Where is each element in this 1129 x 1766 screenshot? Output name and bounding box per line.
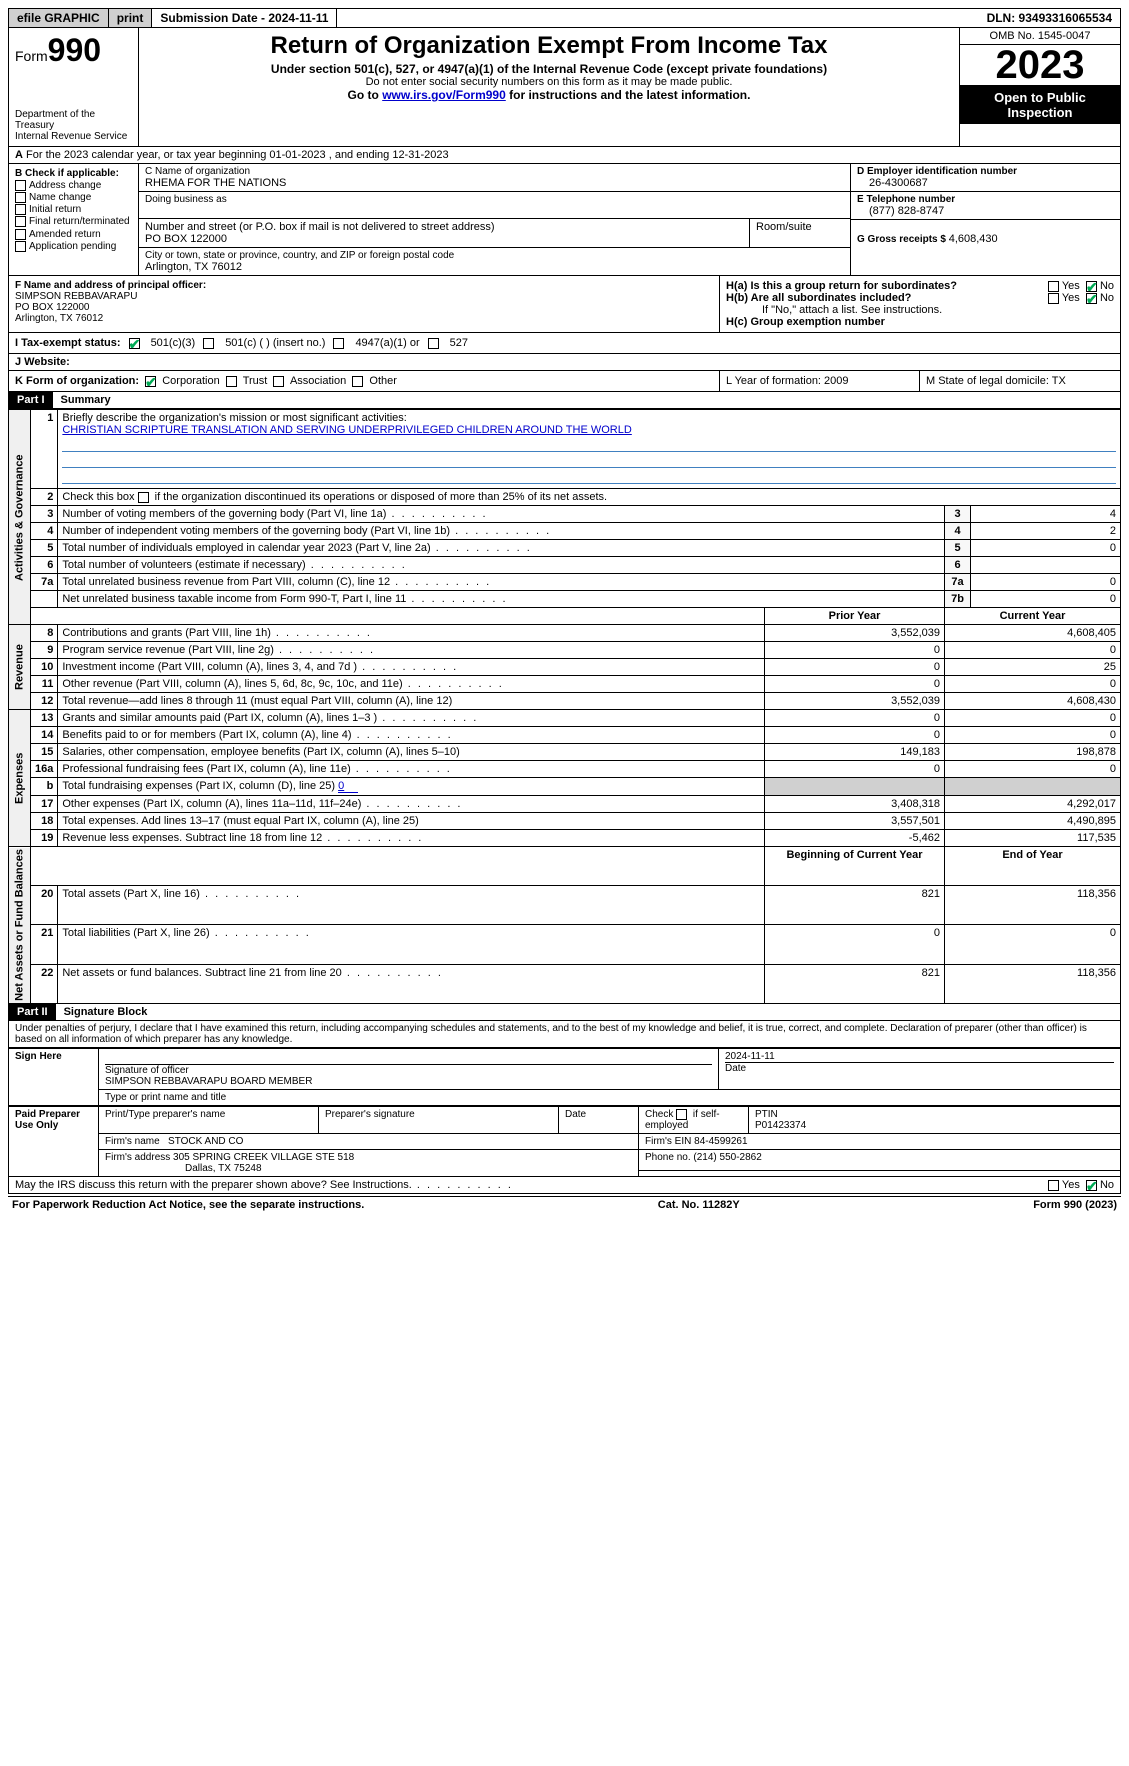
line-a: A For the 2023 calendar year, or tax yea… [8,147,1121,164]
tax-exempt-status: I Tax-exempt status: 501(c)(3) 501(c) ( … [8,333,1121,354]
vlabel-governance: Activities & Governance [9,410,31,625]
table-row: bTotal fundraising expenses (Part IX, co… [9,778,1121,796]
part2-hdr: Part II [9,1004,56,1020]
org-street: PO BOX 122000 [145,233,227,245]
part1-hdr: Part I [9,392,53,408]
form-prefix: Form [15,48,48,64]
dept-treasury: Department of the Treasury [15,109,132,131]
table-row: 14Benefits paid to or for members (Part … [9,727,1121,744]
tax-year: 2023 [960,45,1120,86]
goto-pre: Go to [348,88,383,102]
ein: 26-4300687 [857,177,928,189]
table-row: 9Program service revenue (Part VIII, lin… [9,642,1121,659]
form-header: Form990 Department of the Treasury Inter… [8,28,1121,147]
table-row: 22Net assets or fund balances. Subtract … [9,964,1121,1003]
vlabel-revenue: Revenue [9,625,31,710]
part2-title: Signature Block [56,1004,156,1020]
subtitle-1: Under section 501(c), 527, or 4947(a)(1)… [145,62,953,76]
website-row: J Website: [8,354,1121,371]
table-row: 16aProfessional fundraising fees (Part I… [9,761,1121,778]
irs-link[interactable]: www.irs.gov/Form990 [382,88,506,102]
print-button[interactable]: print [109,9,153,27]
vlabel-netassets: Net Assets or Fund Balances [9,847,31,1004]
firm-address: 305 SPRING CREEK VILLAGE STE 518 [173,1152,354,1163]
sign-here-table: Sign Here Signature of officerSIMPSON RE… [8,1048,1121,1106]
vlabel-expenses: Expenses [9,710,31,847]
firm-ein: 84-4599261 [694,1136,747,1147]
table-row: 7aTotal unrelated business revenue from … [9,574,1121,591]
table-row: 10Investment income (Part VIII, column (… [9,659,1121,676]
section-klm: K Form of organization: Corporation Trus… [8,371,1121,392]
page-footer: For Paperwork Reduction Act Notice, see … [8,1196,1121,1213]
form-number: 990 [48,32,101,68]
table-row: 17Other expenses (Part IX, column (A), l… [9,796,1121,813]
submission-date: Submission Date - 2024-11-11 [152,9,337,27]
sign-date: 2024-11-11 [725,1051,775,1062]
form-title: Return of Organization Exempt From Incom… [145,32,953,60]
dln: DLN: 93493316065534 [979,9,1120,27]
table-row: 19Revenue less expenses. Subtract line 1… [9,830,1121,847]
table-row: 3Number of voting members of the governi… [9,506,1121,523]
section-c: C Name of organizationRHEMA FOR THE NATI… [139,164,850,275]
top-bar: efile GRAPHIC print Submission Date - 20… [8,8,1121,28]
table-row: 18Total expenses. Add lines 13–17 (must … [9,813,1121,830]
table-row: 11Other revenue (Part VIII, column (A), … [9,676,1121,693]
firm-phone: (214) 550-2862 [693,1152,761,1163]
table-row: 4Number of independent voting members of… [9,523,1121,540]
efile-label: efile GRAPHIC [9,9,109,27]
section-b: B Check if applicable: Address change Na… [9,164,139,275]
gross-receipts: 4,608,430 [949,233,998,245]
org-city: Arlington, TX 76012 [145,261,242,273]
table-row: 21Total liabilities (Part X, line 26)00 [9,925,1121,964]
fundraising-exp[interactable]: 0 [338,780,358,793]
firm-name: STOCK AND CO [168,1136,243,1147]
org-name: RHEMA FOR THE NATIONS [145,177,286,189]
section-fh: F Name and address of principal officer:… [8,276,1121,333]
mission-text[interactable]: CHRISTIAN SCRIPTURE TRANSLATION AND SERV… [62,424,631,436]
table-row: 5Total number of individuals employed in… [9,540,1121,557]
table-row: 6Total number of volunteers (estimate if… [9,557,1121,574]
ptin: P01423374 [755,1120,806,1131]
year-formation: L Year of formation: 2009 [720,371,920,391]
state-domicile: M State of legal domicile: TX [920,371,1120,391]
goto-post: for instructions and the latest informat… [506,88,751,102]
paid-preparer-table: Paid Preparer Use Only Print/Type prepar… [8,1106,1121,1177]
subtitle-2: Do not enter social security numbers on … [145,76,953,88]
table-row: 15Salaries, other compensation, employee… [9,744,1121,761]
part1-title: Summary [53,392,119,408]
open-inspection: Open to Public Inspection [960,86,1120,124]
officer-name: SIMPSON REBBAVARAPU [15,291,137,302]
table-row: 12Total revenue—add lines 8 through 11 (… [9,693,1121,710]
section-deg: D Employer identification number26-43006… [850,164,1120,275]
discuss-row: May the IRS discuss this return with the… [8,1177,1121,1194]
officer-signature: SIMPSON REBBAVARAPU BOARD MEMBER [105,1076,312,1087]
table-row: Net unrelated business taxable income fr… [9,591,1121,608]
signature-declaration: Under penalties of perjury, I declare th… [8,1021,1121,1048]
phone: (877) 828-8747 [857,205,944,217]
table-row: 20Total assets (Part X, line 16)821118,3… [9,886,1121,925]
summary-table: Activities & Governance 1 Briefly descri… [8,409,1121,1004]
irs-label: Internal Revenue Service [15,131,132,142]
